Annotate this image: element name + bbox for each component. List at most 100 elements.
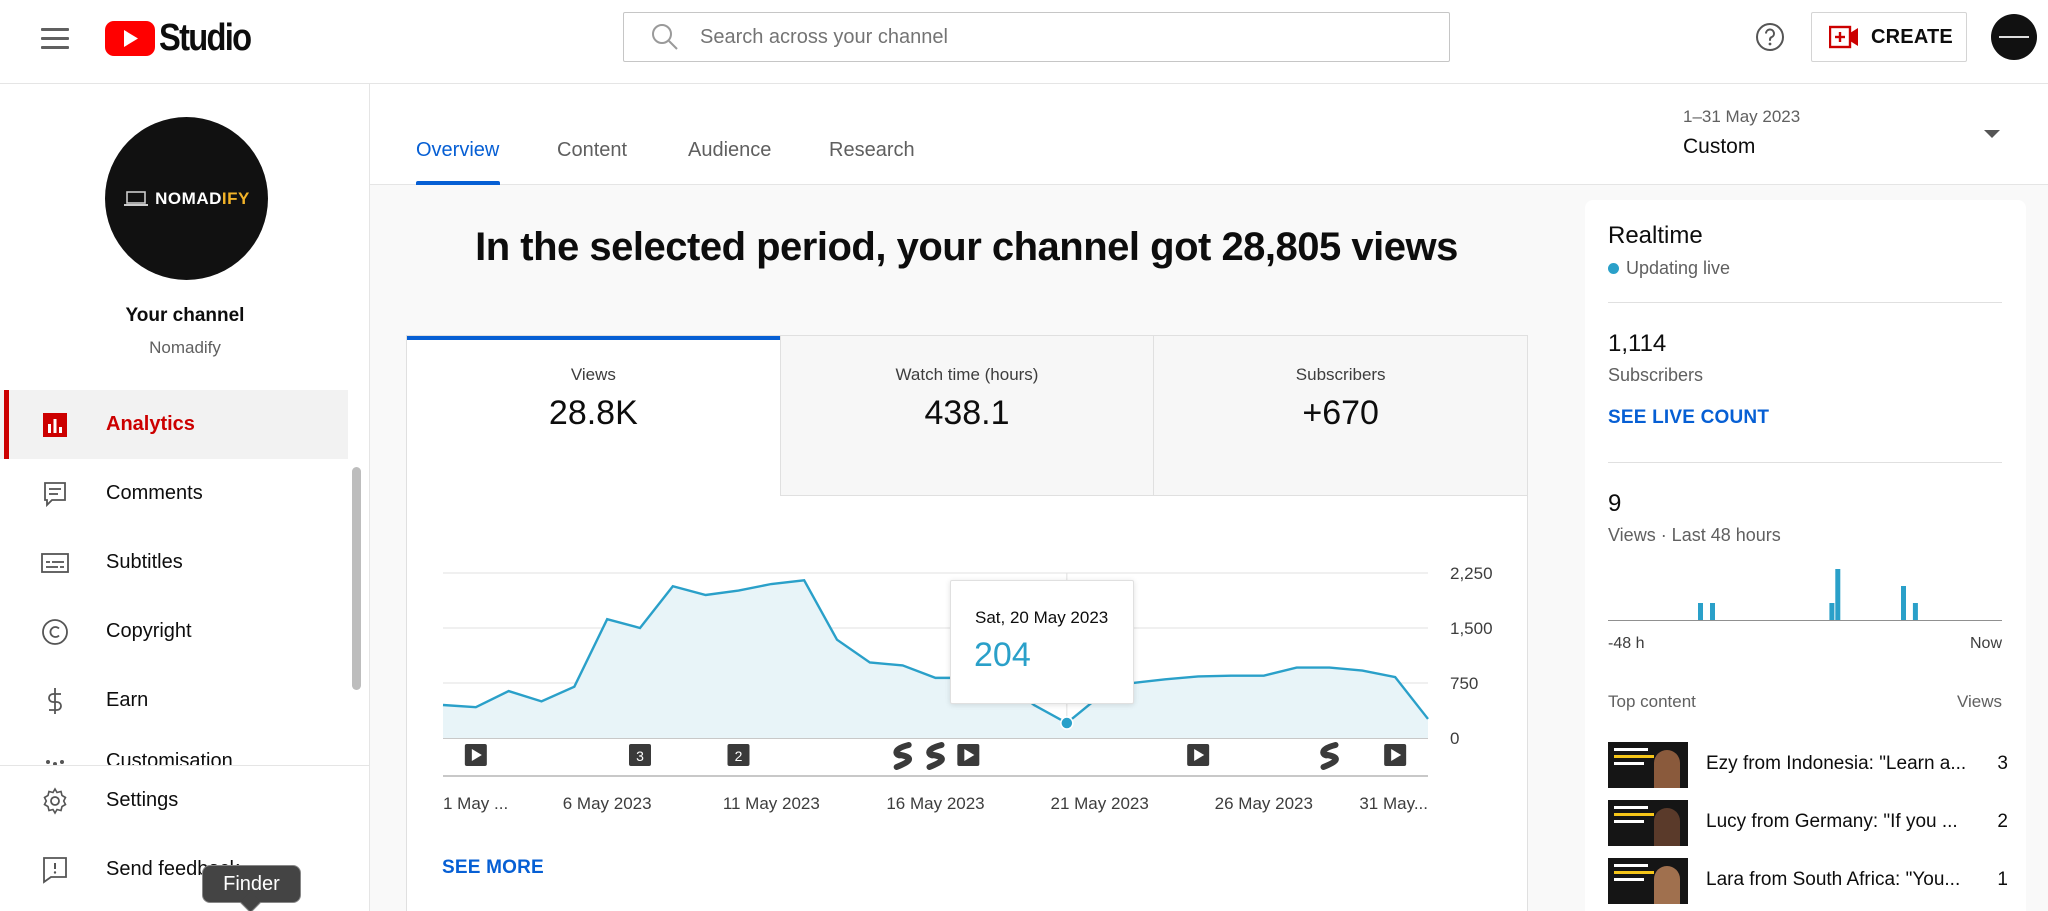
tab-overview[interactable]: Overview xyxy=(416,139,500,161)
sidebar-item-analytics[interactable]: Analytics xyxy=(0,390,348,459)
tab-content[interactable]: Content xyxy=(557,139,628,161)
date-range-value: 1–31 May 2023 xyxy=(1683,107,1801,126)
shorts-icon xyxy=(926,742,945,770)
studio-logo[interactable]: Studio xyxy=(105,16,265,59)
sidebar-nav: Analytics Comments Subtitles xyxy=(0,390,348,735)
video-thumbnail xyxy=(1608,742,1688,788)
x-tick-label: 1 May ... xyxy=(443,794,508,813)
channel-avatar[interactable]: NOMAD IFY xyxy=(105,117,268,280)
metric-label: Watch time (hours) xyxy=(895,365,1039,384)
sidebar-item-customisation[interactable]: Customisation xyxy=(0,750,348,766)
overview-main: In the selected period, your channel got… xyxy=(370,185,1563,911)
top-content-row[interactable]: Ezy from Indonesia: "Learn a... 3 xyxy=(1608,742,2008,788)
realtime-subscribers-value: 1,114 xyxy=(1608,330,1667,357)
search-input[interactable] xyxy=(700,25,1449,49)
top-content-row[interactable]: Lucy from Germany: "If you ... 2 xyxy=(1608,800,2008,846)
help-icon[interactable] xyxy=(1754,21,1786,53)
live-dot-icon xyxy=(1608,263,1619,274)
top-content-views: 1 xyxy=(1997,869,2008,890)
subtitles-icon xyxy=(41,552,69,573)
upload-marker-short xyxy=(1320,742,1339,770)
y-tick-label: 750 xyxy=(1450,674,1478,693)
metric-views[interactable]: Views 28.8K xyxy=(407,336,780,496)
metric-watch-time[interactable]: Watch time (hours) 438.1 xyxy=(779,336,1154,496)
create-button[interactable]: CREATE xyxy=(1811,12,1967,62)
metric-value: +670 xyxy=(1302,394,1379,432)
analytics-icon xyxy=(43,412,67,437)
metric-subscribers[interactable]: Subscribers +670 xyxy=(1153,336,1528,496)
channel-title: Your channel xyxy=(125,305,245,326)
sidebar-item-label: Copyright xyxy=(106,620,192,642)
search-box[interactable] xyxy=(623,12,1450,62)
date-range-label: Custom xyxy=(1683,135,1756,158)
y-tick-label: 2,250 xyxy=(1450,564,1493,583)
realtime-views-bar-chart[interactable] xyxy=(1608,560,2002,622)
sidebar-item-label: Settings xyxy=(106,789,179,811)
date-range-selector[interactable]: 1–31 May 2023 Custom xyxy=(1683,84,2023,184)
x-tick-label: 31 May... xyxy=(1359,794,1428,813)
realtime-bar xyxy=(1901,586,1906,620)
logo-text: Studio xyxy=(159,16,252,59)
sidebar-item-send-feedback[interactable]: Send feedback xyxy=(0,835,369,904)
settings-gear-icon xyxy=(43,786,67,815)
brand-text: NOMAD xyxy=(155,188,222,208)
sidebar-item-label: Earn xyxy=(106,689,149,711)
tab-research[interactable]: Research xyxy=(829,139,915,161)
x-tick-label: 26 May 2023 xyxy=(1215,794,1313,813)
tooltip-date: Sat, 20 May 2023 xyxy=(975,608,1109,627)
views-line-chart[interactable]: 2,250 1,500 750 0 3 2 1 May ... 6 May 2023 11 Ma… xyxy=(407,336,1527,856)
sidebar-item-label: Subtitles xyxy=(106,551,183,573)
realtime-bar xyxy=(1829,603,1835,620)
highlight-point xyxy=(1060,716,1074,730)
laptop-icon xyxy=(124,190,149,206)
copyright-icon xyxy=(42,618,68,645)
realtime-bar xyxy=(1698,603,1703,620)
avatar-brand-mark xyxy=(1999,36,2029,38)
play-icon xyxy=(1391,749,1402,761)
tooltip-value: 204 xyxy=(974,636,1031,674)
divider xyxy=(1608,462,2002,463)
realtime-subscribers-label: Subscribers xyxy=(1608,365,1704,385)
video-thumbnail xyxy=(1608,800,1688,846)
top-bar: Studio CREATE xyxy=(0,0,2048,84)
sidebar: NOMAD IFY Your channel Nomadify Analytics xyxy=(0,84,370,911)
comments-icon xyxy=(44,481,66,507)
top-content-row[interactable]: Lara from South Africa: "You... 1 xyxy=(1608,858,2008,904)
sidebar-item-settings[interactable]: Settings xyxy=(0,766,369,835)
play-icon xyxy=(964,749,975,761)
channel-name: Nomadify xyxy=(149,338,221,357)
account-avatar[interactable] xyxy=(1991,14,2037,60)
realtime-live-status: Updating live xyxy=(1608,258,1730,279)
dollar-icon xyxy=(48,687,62,714)
hamburger-menu-icon[interactable] xyxy=(38,24,72,52)
sidebar-item-copyright[interactable]: Copyright xyxy=(0,597,348,666)
metric-tabs: Views 28.8K Watch time (hours) 438.1 Sub… xyxy=(407,336,1528,496)
see-live-count-link[interactable]: SEE LIVE COUNT xyxy=(1608,407,1770,428)
realtime-bar xyxy=(1835,569,1841,620)
youtube-logo-icon xyxy=(105,20,155,56)
analytics-tabs: Overview Content Audience Research 1–31 … xyxy=(370,84,2048,185)
chart-tooltip: Sat, 20 May 2023 204 xyxy=(950,580,1134,704)
sidebar-item-earn[interactable]: Earn xyxy=(0,666,348,735)
upload-marker-count: 3 xyxy=(629,744,651,766)
sidebar-item-subtitles[interactable]: Subtitles xyxy=(0,528,348,597)
play-icon xyxy=(1194,749,1205,761)
upload-marker-video xyxy=(1187,744,1210,766)
channel-brand-logo: NOMAD IFY xyxy=(123,189,250,209)
top-content-title: Lara from South Africa: "You... xyxy=(1706,869,1961,890)
live-label: Updating live xyxy=(1626,258,1731,278)
tab-audience[interactable]: Audience xyxy=(688,139,772,161)
shorts-icon xyxy=(1320,742,1339,770)
y-tick-label: 0 xyxy=(1450,729,1459,748)
realtime-title: Realtime xyxy=(1608,222,1703,249)
top-content-views-heading: Views xyxy=(1956,692,2002,711)
upload-marker-short xyxy=(893,742,913,770)
sidebar-scrollbar[interactable] xyxy=(352,467,361,690)
metric-label: Subscribers xyxy=(1295,365,1386,384)
customisation-icon xyxy=(46,760,64,766)
see-more-link[interactable]: SEE MORE xyxy=(442,857,544,878)
realtime-card: Realtime Updating live 1,114 Subscribers… xyxy=(1585,200,2026,911)
count-marker-bg xyxy=(629,744,651,766)
sidebar-item-comments[interactable]: Comments xyxy=(0,459,348,528)
